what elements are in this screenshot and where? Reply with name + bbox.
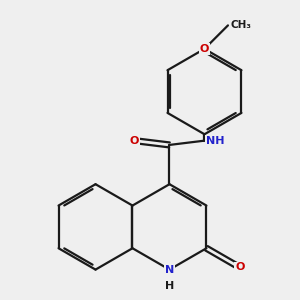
Text: NH: NH: [206, 136, 224, 146]
Text: O: O: [235, 262, 244, 272]
Text: O: O: [130, 136, 139, 146]
Text: H: H: [165, 281, 174, 291]
Text: N: N: [165, 265, 174, 275]
Text: CH₃: CH₃: [230, 20, 251, 30]
Text: O: O: [200, 44, 209, 54]
